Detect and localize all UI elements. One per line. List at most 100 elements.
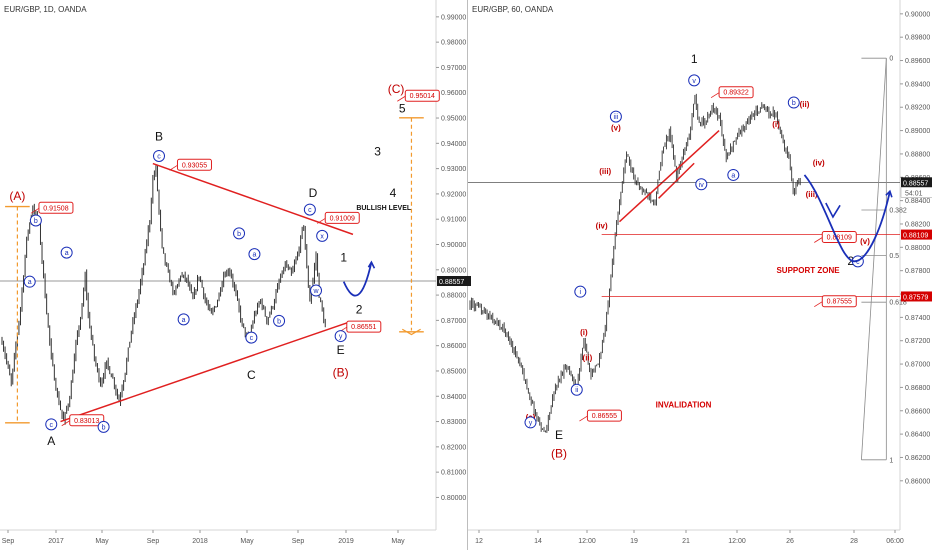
callout-value-0-1: 0.93055 [182,162,207,169]
circled-label-1-1: iii [614,114,619,121]
circled-label-0-14: y [339,334,343,341]
y-tick-label-0-14: 0.85000 [441,368,466,375]
orange-arrow-C [401,328,421,336]
circled-marker-0-8 [245,331,258,344]
x-tick-label-0-5: May [240,538,254,545]
circled-label-1-7: y [529,420,533,427]
wave-label-1-1: E [555,428,563,442]
chart-title-1: EUR/GBP, 60, OANDA [472,5,554,14]
circled-label-0-11: c [308,207,312,214]
callout-box-0-2 [324,211,360,224]
y-tick-label-1-17: 0.86600 [905,408,930,415]
roman-label-1-4: (ii) [583,354,593,363]
y-tick-label-1-9: 0.88200 [905,221,930,228]
invalidation-line-tag-1 [901,291,932,302]
callout-pointer-1-0 [710,92,720,99]
wave-label-0-11: 4 [390,186,397,200]
x-tick-label-0-1: 2017 [48,538,64,545]
wave-label-0-12: 5 [399,101,406,115]
circled-label-0-12: x [320,233,324,240]
wave-label-0-3: B [155,129,163,143]
y-tick-label-1-10: 0.88000 [905,245,930,252]
chart-title-0: EUR/GBP, 1D, OANDA [4,5,87,14]
y-tick-label-0-3: 0.96000 [441,90,466,97]
trendline-0-0 [152,162,354,236]
wave-label-0-10: 3 [374,144,381,158]
y-tick-label-1-18: 0.86400 [905,432,930,439]
callout-box-1-3 [586,409,622,422]
circled-marker-0-5 [153,149,166,162]
x-tick-label-1-8: 06:00 [886,538,904,545]
wave-label-0-4: D [309,186,318,200]
callout-pointer-0-3 [61,420,70,427]
y-tick-label-1-16: 0.86800 [905,385,930,392]
circled-label-0-10: b [277,318,281,325]
y-tick-label-0-6: 0.93000 [441,166,466,173]
y-tick-label-0-10: 0.89000 [441,267,466,274]
y-tick-label-0-13: 0.86000 [441,343,466,350]
circled-marker-1-4 [787,96,800,109]
circled-marker-0-9 [248,248,261,261]
circled-label-0-6: a [182,317,186,324]
circled-marker-0-4 [97,420,110,433]
callout-box-0-0 [38,201,74,214]
y-tick-label-0-17: 0.82000 [441,444,466,451]
circled-label-0-13: w [312,288,319,295]
annotation-0-0: BULLISH LEVEL [356,205,412,212]
y-tick-label-0-0: 0.99000 [441,14,466,21]
callout-box-0-3 [69,414,105,427]
trendline-1-1 [658,162,695,199]
x-tick-label-1-1: 14 [534,538,542,545]
projection-arrow-down-1 [825,202,841,219]
circled-label-0-8: c [250,335,254,342]
invalidation-line-label-1: 0.87579 [903,294,928,301]
y-tick-label-1-4: 0.89200 [905,105,930,112]
callout-box-0-5 [404,89,440,102]
current-time-label-1: 54:01 [905,190,923,197]
fib-diagonal-1 [861,58,887,460]
support-line-tag-1 [901,229,932,240]
y-tick-label-0-7: 0.92000 [441,191,466,198]
circled-marker-0-6 [177,313,190,326]
circled-label-0-5: c [157,153,161,160]
callout-value-0-5: 0.95014 [410,93,435,100]
circled-label-1-3: a [731,172,735,179]
callout-pointer-0-0 [30,207,40,214]
trendline-1-0 [618,130,720,223]
circled-label-0-4: b [102,424,106,431]
circled-marker-0-3 [45,418,58,431]
projection-arrow-1 [885,189,893,198]
wave-label-0-7: E [337,343,345,357]
current-price-label-0: 0.88557 [439,279,464,286]
support-line-label-1: 0.88109 [903,233,928,240]
circled-label-1-4: b [792,100,796,107]
wave-label-0-2: (C) [388,82,405,96]
x-tick-label-1-2: 12:00 [578,538,596,545]
trendline-0-1 [60,322,348,423]
roman-label-1-7: (ii) [800,100,810,109]
circled-marker-1-7 [524,416,537,429]
y-tick-label-0-5: 0.94000 [441,141,466,148]
circled-marker-0-14 [334,330,347,343]
callout-value-0-0: 0.91508 [43,205,68,212]
y-tick-label-1-14: 0.87200 [905,338,930,345]
circled-label-0-9: a [252,252,256,259]
callout-box-0-1 [176,158,212,171]
y-tick-label-1-11: 0.87800 [905,268,930,275]
annotation-1-1: INVALIDATION [656,400,712,409]
x-tick-label-0-3: Sep [147,538,160,545]
y-tick-label-0-11: 0.88000 [441,293,466,300]
current-price-tag-0 [437,275,471,286]
circled-marker-1-0 [688,74,701,87]
roman-label-1-2: (iv) [596,222,608,231]
y-tick-label-1-0: 0.90000 [905,11,930,18]
circled-label-1-2: iv [699,182,705,189]
circled-marker-0-13 [310,284,323,297]
circled-label-1-8: c [856,259,860,266]
fib-ratio-1-4: 1 [889,457,893,464]
circled-marker-0-10 [273,314,286,327]
circled-marker-1-6 [570,383,583,396]
callout-value-1-0: 0.89322 [723,90,748,97]
